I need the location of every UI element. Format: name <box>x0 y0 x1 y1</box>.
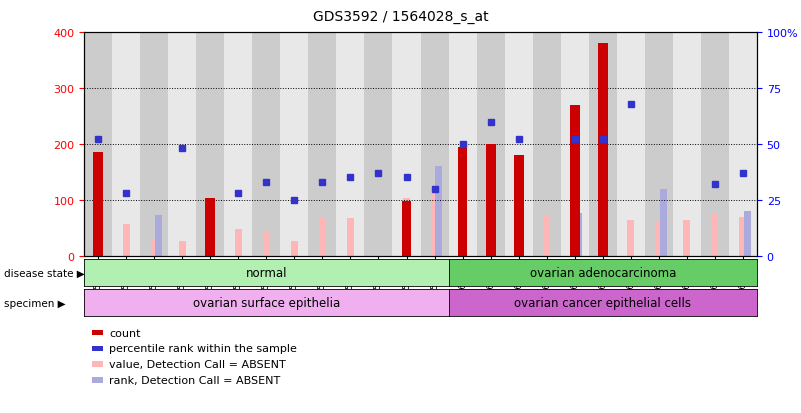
Bar <box>431 193 438 256</box>
Bar <box>543 215 550 256</box>
Bar <box>627 221 634 256</box>
Text: ovarian adenocarcinoma: ovarian adenocarcinoma <box>529 266 676 279</box>
Bar <box>701 33 729 256</box>
Bar <box>617 33 645 256</box>
Bar <box>457 147 468 256</box>
Bar <box>401 202 412 256</box>
Bar <box>421 33 449 256</box>
Bar <box>168 33 196 256</box>
Bar <box>235 230 242 256</box>
Bar <box>336 33 364 256</box>
Bar <box>179 241 186 256</box>
Bar <box>645 33 673 256</box>
Bar <box>347 219 354 256</box>
Bar <box>487 234 494 256</box>
Bar <box>711 214 718 256</box>
Bar <box>205 199 215 256</box>
Bar <box>196 33 224 256</box>
Bar <box>435 167 442 256</box>
Bar <box>683 221 690 256</box>
Bar <box>561 33 589 256</box>
Bar <box>485 145 496 256</box>
Bar <box>505 33 533 256</box>
Bar <box>155 216 162 256</box>
Bar <box>280 33 308 256</box>
Bar <box>392 33 421 256</box>
Text: ovarian cancer epithelial cells: ovarian cancer epithelial cells <box>514 297 691 309</box>
Bar <box>123 224 130 256</box>
Text: disease state ▶: disease state ▶ <box>4 268 85 278</box>
Bar <box>291 241 298 256</box>
Bar <box>252 33 280 256</box>
Text: rank, Detection Call = ABSENT: rank, Detection Call = ABSENT <box>109 375 280 385</box>
Bar <box>575 214 582 256</box>
Bar <box>151 239 158 256</box>
Bar <box>589 33 617 256</box>
Bar <box>477 33 505 256</box>
Text: normal: normal <box>246 266 287 279</box>
Bar <box>403 199 410 256</box>
Bar <box>364 33 392 256</box>
Text: value, Detection Call = ABSENT: value, Detection Call = ABSENT <box>109 359 286 369</box>
Bar <box>263 232 270 256</box>
Bar <box>743 211 751 256</box>
Bar <box>739 217 747 256</box>
Bar <box>655 223 662 256</box>
Bar <box>513 156 524 256</box>
Bar <box>729 33 757 256</box>
Bar <box>84 33 112 256</box>
Text: percentile rank within the sample: percentile rank within the sample <box>109 344 297 354</box>
Text: count: count <box>109 328 140 338</box>
Bar <box>570 106 580 256</box>
Text: specimen ▶: specimen ▶ <box>4 298 66 308</box>
Bar <box>659 189 666 256</box>
Bar <box>319 218 326 256</box>
Bar <box>598 44 608 256</box>
Bar <box>140 33 168 256</box>
Text: GDS3592 / 1564028_s_at: GDS3592 / 1564028_s_at <box>312 10 489 24</box>
Bar <box>112 33 140 256</box>
Bar <box>308 33 336 256</box>
Bar <box>673 33 701 256</box>
Bar <box>224 33 252 256</box>
Bar <box>207 215 214 256</box>
Bar <box>93 153 103 256</box>
Bar <box>449 33 477 256</box>
Text: ovarian surface epithelia: ovarian surface epithelia <box>193 297 340 309</box>
Bar <box>533 33 561 256</box>
